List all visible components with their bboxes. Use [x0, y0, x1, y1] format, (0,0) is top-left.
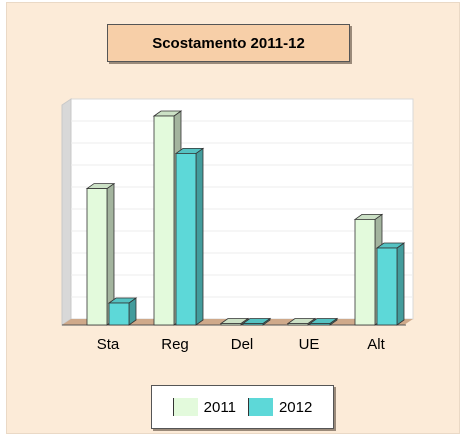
- legend-swatch-2011: [172, 398, 198, 416]
- bar-2011-ue: [287, 323, 309, 326]
- chart-title-box: Scostamento 2011-12: [107, 24, 350, 62]
- x-tick-label-reg: Reg: [161, 336, 189, 353]
- bar-2012-sta: [108, 302, 130, 326]
- x-tick-label-del: Del: [231, 336, 254, 353]
- bar-2011-reg: [153, 115, 175, 326]
- x-tick-label-alt: Alt: [367, 336, 385, 353]
- chart-legend: 2011 2012: [151, 385, 334, 429]
- bar-2012-del: [242, 323, 264, 326]
- bar-2011-del: [220, 323, 242, 326]
- x-tick-label-sta: Sta: [97, 336, 120, 353]
- x-tick-label-ue: UE: [299, 336, 320, 353]
- legend-label-2012: 2012: [278, 398, 313, 416]
- legend-item-2011: 2011: [172, 398, 236, 416]
- bar-2011-sta: [86, 188, 108, 326]
- bar-2012-alt: [376, 247, 398, 326]
- bar-2012-alt-side: [396, 242, 405, 326]
- bar-2012-ue: [309, 323, 331, 326]
- chart-title: Scostamento 2011-12: [152, 34, 305, 52]
- bar-2012-reg: [175, 152, 197, 326]
- legend-label-2011: 2011: [203, 398, 236, 416]
- legend-swatch-2012: [247, 398, 273, 416]
- legend-item-2012: 2012: [247, 398, 313, 416]
- bar-2011-alt: [354, 218, 376, 326]
- bar-2012-reg-side: [195, 147, 204, 326]
- plot-side-wall: [61, 98, 72, 326]
